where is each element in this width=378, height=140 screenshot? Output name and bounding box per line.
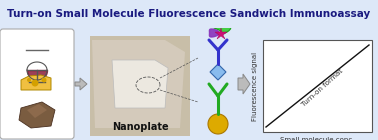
Text: Nanoplate: Nanoplate (112, 122, 168, 132)
Polygon shape (19, 102, 55, 128)
Polygon shape (209, 29, 220, 37)
FancyBboxPatch shape (263, 40, 372, 132)
Text: Turn-on Small Molecule Fluorescence Sandwich Immunoassay: Turn-on Small Molecule Fluorescence Sand… (8, 9, 370, 19)
Polygon shape (112, 60, 168, 108)
Polygon shape (21, 75, 51, 90)
Circle shape (27, 78, 31, 82)
Polygon shape (92, 40, 185, 128)
Polygon shape (75, 78, 87, 90)
Polygon shape (213, 20, 231, 34)
Circle shape (42, 78, 46, 82)
Circle shape (31, 80, 39, 87)
FancyBboxPatch shape (90, 36, 190, 136)
Polygon shape (210, 64, 226, 80)
Circle shape (208, 114, 228, 134)
Polygon shape (27, 104, 47, 118)
Polygon shape (238, 74, 250, 94)
Text: Fluorescence signal: Fluorescence signal (252, 51, 258, 121)
FancyBboxPatch shape (0, 29, 74, 139)
Text: Turn-on format: Turn-on format (301, 68, 344, 108)
Text: Small molecule conc.: Small molecule conc. (280, 137, 355, 140)
